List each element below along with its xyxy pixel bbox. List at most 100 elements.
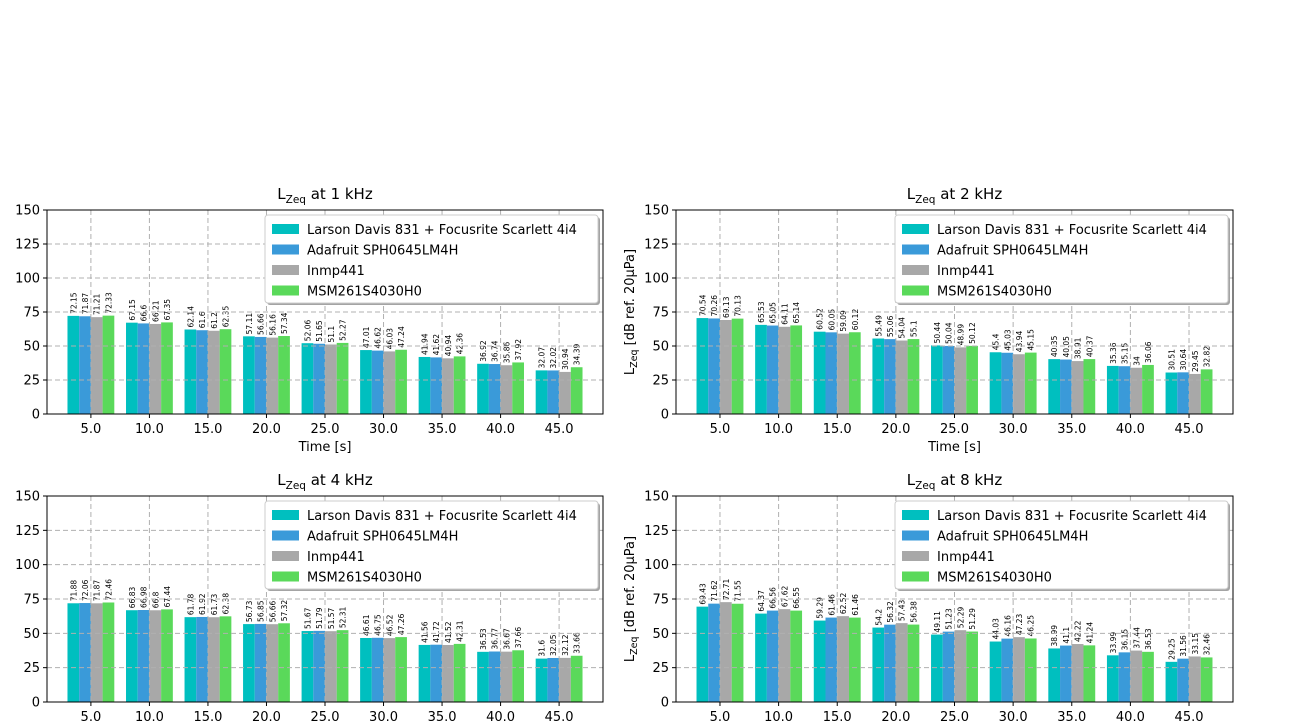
bar — [67, 603, 80, 702]
bars — [67, 315, 583, 414]
bar-value-label: 30.51 — [1167, 349, 1176, 371]
y-tick-label: 25 — [23, 661, 40, 676]
bar-value-label: 64.11 — [780, 303, 789, 325]
bar-value-label: 42.31 — [456, 620, 465, 642]
bar — [336, 630, 349, 702]
bar — [383, 351, 396, 414]
bar — [512, 650, 524, 702]
bar-value-label: 37.44 — [1132, 627, 1141, 649]
x-tick-label: 35.0 — [428, 710, 457, 722]
chart-1: 72.15 67.15 62.14 57.11 52.06 47.01 41.94 36.92… — [15, 185, 604, 455]
bar — [149, 610, 162, 702]
bar — [266, 624, 279, 702]
bar-value-label: 46.16 — [1003, 615, 1012, 637]
bar — [126, 322, 138, 414]
bar — [1130, 650, 1143, 702]
y-axis-label: LZeq [dB ref. 20µPa] — [623, 249, 640, 375]
x-tick-label: 25.0 — [940, 422, 969, 437]
bar-value-label: 61.46 — [851, 594, 860, 616]
bar-value-label: 51.67 — [303, 607, 312, 629]
bar-value-label: 55.1 — [909, 320, 918, 337]
bar — [907, 339, 920, 414]
bar-value-label: 37.92 — [514, 339, 523, 361]
bar — [149, 323, 162, 414]
bar-value-label: 52.06 — [303, 320, 312, 342]
bar — [453, 356, 466, 414]
x-tick-label: 15.0 — [193, 710, 222, 722]
bar — [207, 617, 220, 702]
bar — [766, 325, 779, 414]
bar — [719, 602, 732, 702]
bar-value-label: 50.44 — [933, 322, 942, 344]
bar-value-label: 40.05 — [1062, 336, 1071, 358]
legend-label: Inmp441 — [307, 264, 365, 279]
bar-value-label: 30.94 — [561, 348, 570, 370]
legend-swatch — [902, 571, 929, 582]
bar-value-label: 61.2 — [210, 312, 219, 329]
chart-4: 69.43 64.37 59.29 54.2 49.11 44.03 38.99 33.99 2… — [623, 471, 1234, 722]
legend-swatch — [272, 265, 299, 275]
bar-value-label: 36.74 — [491, 340, 500, 362]
y-tick-label: 50 — [23, 340, 40, 355]
bar — [442, 644, 454, 702]
bar — [1071, 644, 1084, 702]
bar — [559, 371, 571, 414]
bar-value-label: 47.26 — [397, 613, 406, 635]
x-tick-label: 10.0 — [135, 422, 164, 437]
bar-value-label: 46.62 — [374, 327, 383, 349]
bar-value-label: 51.23 — [945, 608, 954, 630]
bar — [825, 332, 838, 414]
bar — [535, 370, 548, 414]
bar-value-label: 52.29 — [956, 606, 965, 628]
bar-value-label: 70.26 — [710, 295, 719, 317]
bar-value-label: 46.03 — [385, 328, 394, 350]
bar-value-label: 46.75 — [374, 614, 383, 636]
legend-label: Larson Davis 831 + Focusrite Scarlett 4i… — [307, 509, 577, 524]
bar — [1001, 638, 1014, 702]
bar — [184, 329, 197, 414]
bar — [79, 316, 91, 414]
x-tick-label: 25.0 — [940, 710, 969, 722]
bar — [430, 644, 443, 702]
bar-value-label: 36.06 — [1144, 341, 1153, 363]
legend-label: Larson Davis 831 + Focusrite Scarlett 4i… — [937, 223, 1207, 238]
bar-value-label: 33.15 — [1191, 633, 1200, 655]
bar-value-label: 50.04 — [945, 322, 954, 344]
x-tick-label: 40.0 — [486, 422, 515, 437]
bar-value-label: 29.45 — [1191, 350, 1200, 372]
x-tick-label: 30.0 — [999, 422, 1028, 437]
bar-value-label: 32.82 — [1203, 346, 1212, 368]
bar — [137, 323, 150, 414]
x-axis: 5.0 10.0 15.0 20.0 25.0 30.0 35.0 40.0 45.0 — [710, 702, 1204, 722]
bar-value-label: 30.64 — [1179, 349, 1188, 371]
bar-value-label: 56.66 — [268, 600, 277, 622]
legend-box — [264, 214, 599, 304]
x-tick-label: 25.0 — [311, 422, 340, 437]
bar — [313, 343, 325, 414]
bar-value-label: 45.03 — [1003, 329, 1012, 351]
bar — [1189, 373, 1201, 414]
legend-label: Larson Davis 831 + Focusrite Scarlett 4i… — [937, 509, 1207, 524]
bar — [570, 367, 583, 414]
bar — [137, 610, 150, 702]
bar-value-label: 67.62 — [780, 585, 789, 607]
bar — [442, 358, 454, 414]
bar — [418, 356, 431, 414]
x-tick-label: 35.0 — [1057, 710, 1086, 722]
bar-value-label: 32.46 — [1203, 634, 1212, 656]
bar — [1177, 372, 1190, 414]
legend-swatch — [272, 510, 299, 520]
bar-value-label: 35.36 — [1109, 342, 1118, 364]
bar — [488, 651, 501, 702]
bar — [1177, 658, 1190, 702]
bar — [731, 603, 744, 702]
bar — [872, 627, 885, 702]
bar-value-label: 38.99 — [1050, 625, 1059, 647]
bar-value-label: 32.07 — [538, 347, 547, 369]
bar — [547, 657, 560, 702]
y-axis: 0 25 50 75 100 125 150 — [15, 204, 47, 423]
bar — [102, 315, 115, 414]
bar — [1013, 637, 1025, 702]
bar — [708, 318, 720, 414]
bar-value-label: 51.1 — [327, 326, 336, 343]
